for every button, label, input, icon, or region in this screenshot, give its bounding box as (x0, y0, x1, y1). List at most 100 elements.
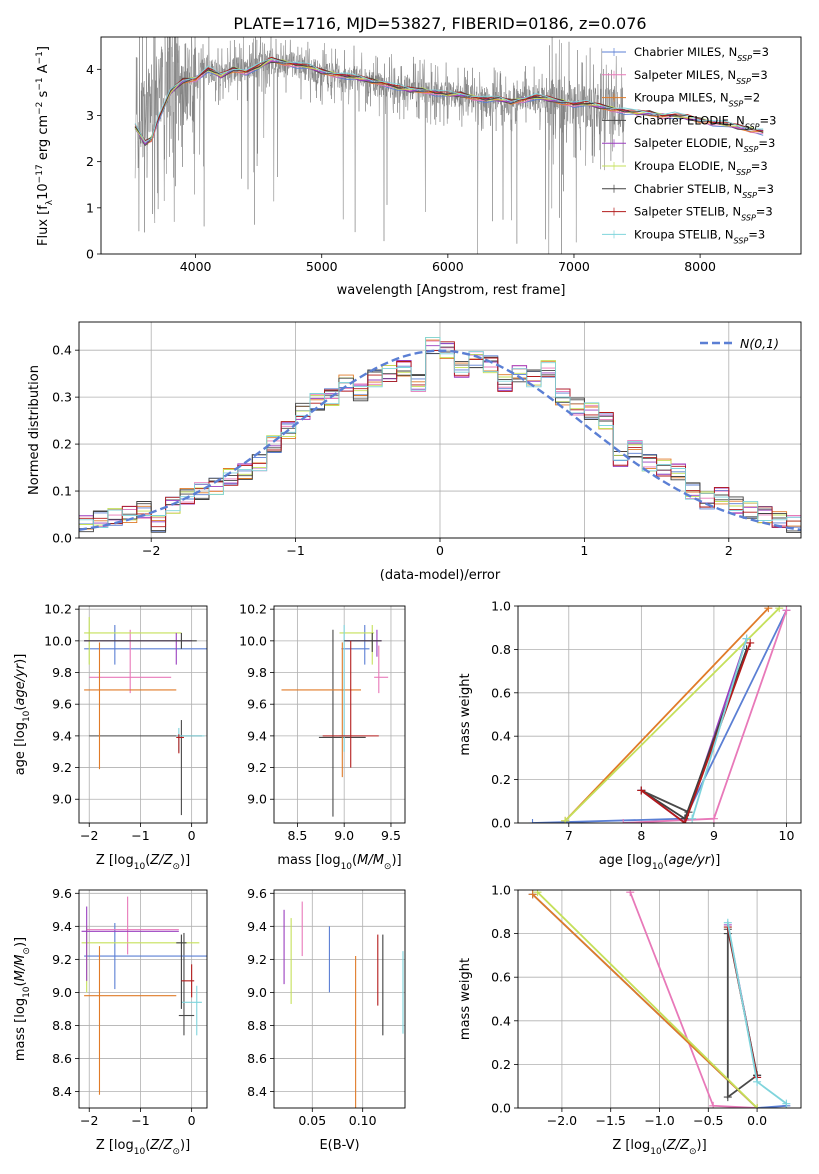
y-tick-label: 10.2 (239, 602, 267, 617)
legend-label: Kroupa MILES, NSSP=2 (634, 91, 760, 109)
errorbar-point (84, 923, 207, 990)
plot-area (283, 901, 404, 1108)
y-tick-label: 0.2 (491, 772, 511, 787)
y-tick-label: 0.4 (52, 343, 72, 358)
errorbar-point (86, 896, 179, 955)
x-tick-label: 0.10 (349, 1113, 377, 1128)
y-tick-label: 9.0 (52, 792, 72, 807)
x-tick-label: −2 (80, 828, 98, 843)
x-tick-label: 1 (580, 543, 588, 558)
y-tick-label: 1.0 (491, 599, 511, 614)
x-axis-label: E(B-V) (319, 1138, 359, 1153)
legend-label: Chabrier STELIB, NSSP=3 (634, 182, 774, 200)
y-tick-label: 0.2 (52, 437, 72, 452)
weight-marker (528, 890, 537, 899)
y-tick-label: 9.0 (52, 985, 72, 1000)
x-axis-label: wavelength [Angstrom, rest frame] (337, 283, 566, 298)
y-tick-label: 10.0 (239, 633, 267, 648)
y-tick-label: 9.6 (52, 697, 72, 712)
y-tick-label: 9.4 (247, 919, 267, 934)
plot-area (528, 890, 791, 1108)
plot-area (134, 37, 764, 254)
y-tick-label: 0.6 (491, 970, 511, 985)
x-tick-label: −2.0 (547, 1113, 577, 1128)
y-tick-label: 8.6 (52, 1051, 72, 1066)
x-axis-label: Z [log10(Z/Z⊙)] (96, 1138, 190, 1157)
weight-marker (782, 606, 791, 615)
x-axis-label: mass [log10(M/M⊙)] (277, 853, 401, 872)
weight-marker (709, 1101, 718, 1108)
y-tick-label: 0.0 (52, 531, 72, 546)
weight-marker (561, 816, 570, 823)
y-tick-label: 9.2 (247, 952, 267, 967)
observed-spectrum-line (134, 37, 625, 254)
y-tick-label: 9.2 (52, 952, 72, 967)
weight-marker (742, 634, 751, 643)
axes-frame (517, 605, 802, 824)
y-tick-label: 9.4 (247, 728, 267, 743)
y-tick-label: 8.8 (52, 1018, 72, 1033)
y-tick-label: 0.4 (491, 1013, 511, 1028)
weight-marker (619, 819, 628, 823)
x-tick-label: 8 (637, 828, 645, 843)
y-tick-label: 1 (86, 200, 94, 215)
x-tick-label: 9.0 (334, 828, 354, 843)
errorbar-point (84, 946, 177, 1095)
x-axis-label: (data-model)/error (380, 568, 501, 583)
y-tick-label: 0.8 (491, 642, 511, 657)
x-tick-label: 9.5 (381, 828, 401, 843)
weight-series-7 (640, 642, 752, 823)
legend-label: Kroupa STELIB, NSSP=3 (634, 227, 765, 245)
y-tick-label: 9.4 (52, 919, 72, 934)
plot-area (528, 606, 791, 823)
legend-label: Kroupa ELODIE, NSSP=3 (634, 159, 768, 177)
errorbar-point (281, 642, 362, 778)
plot-area (84, 617, 207, 816)
weight-series-8 (691, 638, 748, 819)
y-tick-label: 0.2 (491, 1057, 511, 1072)
legend-label: Salpeter STELIB, NSSP=3 (634, 205, 773, 223)
x-tick-label: 0 (436, 543, 444, 558)
y-tick-label: 2 (86, 154, 94, 169)
y-tick-label: 9.8 (247, 665, 267, 680)
weight-marker (782, 1099, 791, 1108)
panel-residuals: −2 −1 0 1 2 0.0 0.1 0.2 0.3 0.4 N(0,1) (data-model)… (27, 321, 802, 583)
weight-marker (709, 814, 718, 823)
y-tick-label: 10.2 (44, 602, 72, 617)
errorbar-point (84, 642, 177, 770)
plot-area (81, 896, 207, 1095)
panel-weight-metallicity: −2.0 −1.5 −1.0 −0.5 0.0 0.0 0.2 0.4 0.6 0.8 1.0 Z [… (458, 883, 802, 1157)
x-tick-label: −1.5 (596, 1113, 626, 1128)
model-spectrum-8 (134, 58, 764, 143)
x-tick-label: 10 (779, 828, 795, 843)
legend-label: Salpeter MILES, NSSP=3 (634, 68, 768, 86)
weight-series-5 (564, 607, 780, 822)
x-tick-label: −1 (131, 828, 149, 843)
y-axis-label: mass weight (458, 673, 473, 755)
x-tick-label: −1 (286, 543, 304, 558)
plot-area (281, 625, 389, 817)
y-tick-label: 0.8 (491, 926, 511, 941)
x-tick-label: −1 (131, 1113, 149, 1128)
errorbar-point (181, 964, 195, 998)
axes-frame (273, 605, 406, 824)
y-tick-label: 10.0 (44, 633, 72, 648)
weight-marker (528, 819, 537, 823)
y-axis-label: mass [log10(M/M⊙)] (13, 937, 32, 1061)
x-tick-label: 0 (188, 1113, 196, 1128)
y-axis-label: Normed distribution (27, 365, 42, 495)
x-tick-label: −2 (142, 543, 160, 558)
residual-histogram-8 (79, 336, 801, 528)
x-tick-label: 4000 (180, 259, 212, 274)
y-tick-label: 9.6 (247, 697, 267, 712)
errorbar-point (81, 906, 179, 981)
x-tick-label: 8.5 (287, 828, 307, 843)
y-tick-label: 9.0 (247, 792, 267, 807)
x-tick-label: 7 (565, 828, 573, 843)
x-tick-label: −2 (80, 1113, 98, 1128)
errorbar-point (178, 932, 195, 1036)
weight-marker (764, 606, 773, 613)
x-tick-label: 9 (710, 828, 718, 843)
legend-label: Chabrier ELODIE, NSSP=3 (634, 113, 776, 130)
